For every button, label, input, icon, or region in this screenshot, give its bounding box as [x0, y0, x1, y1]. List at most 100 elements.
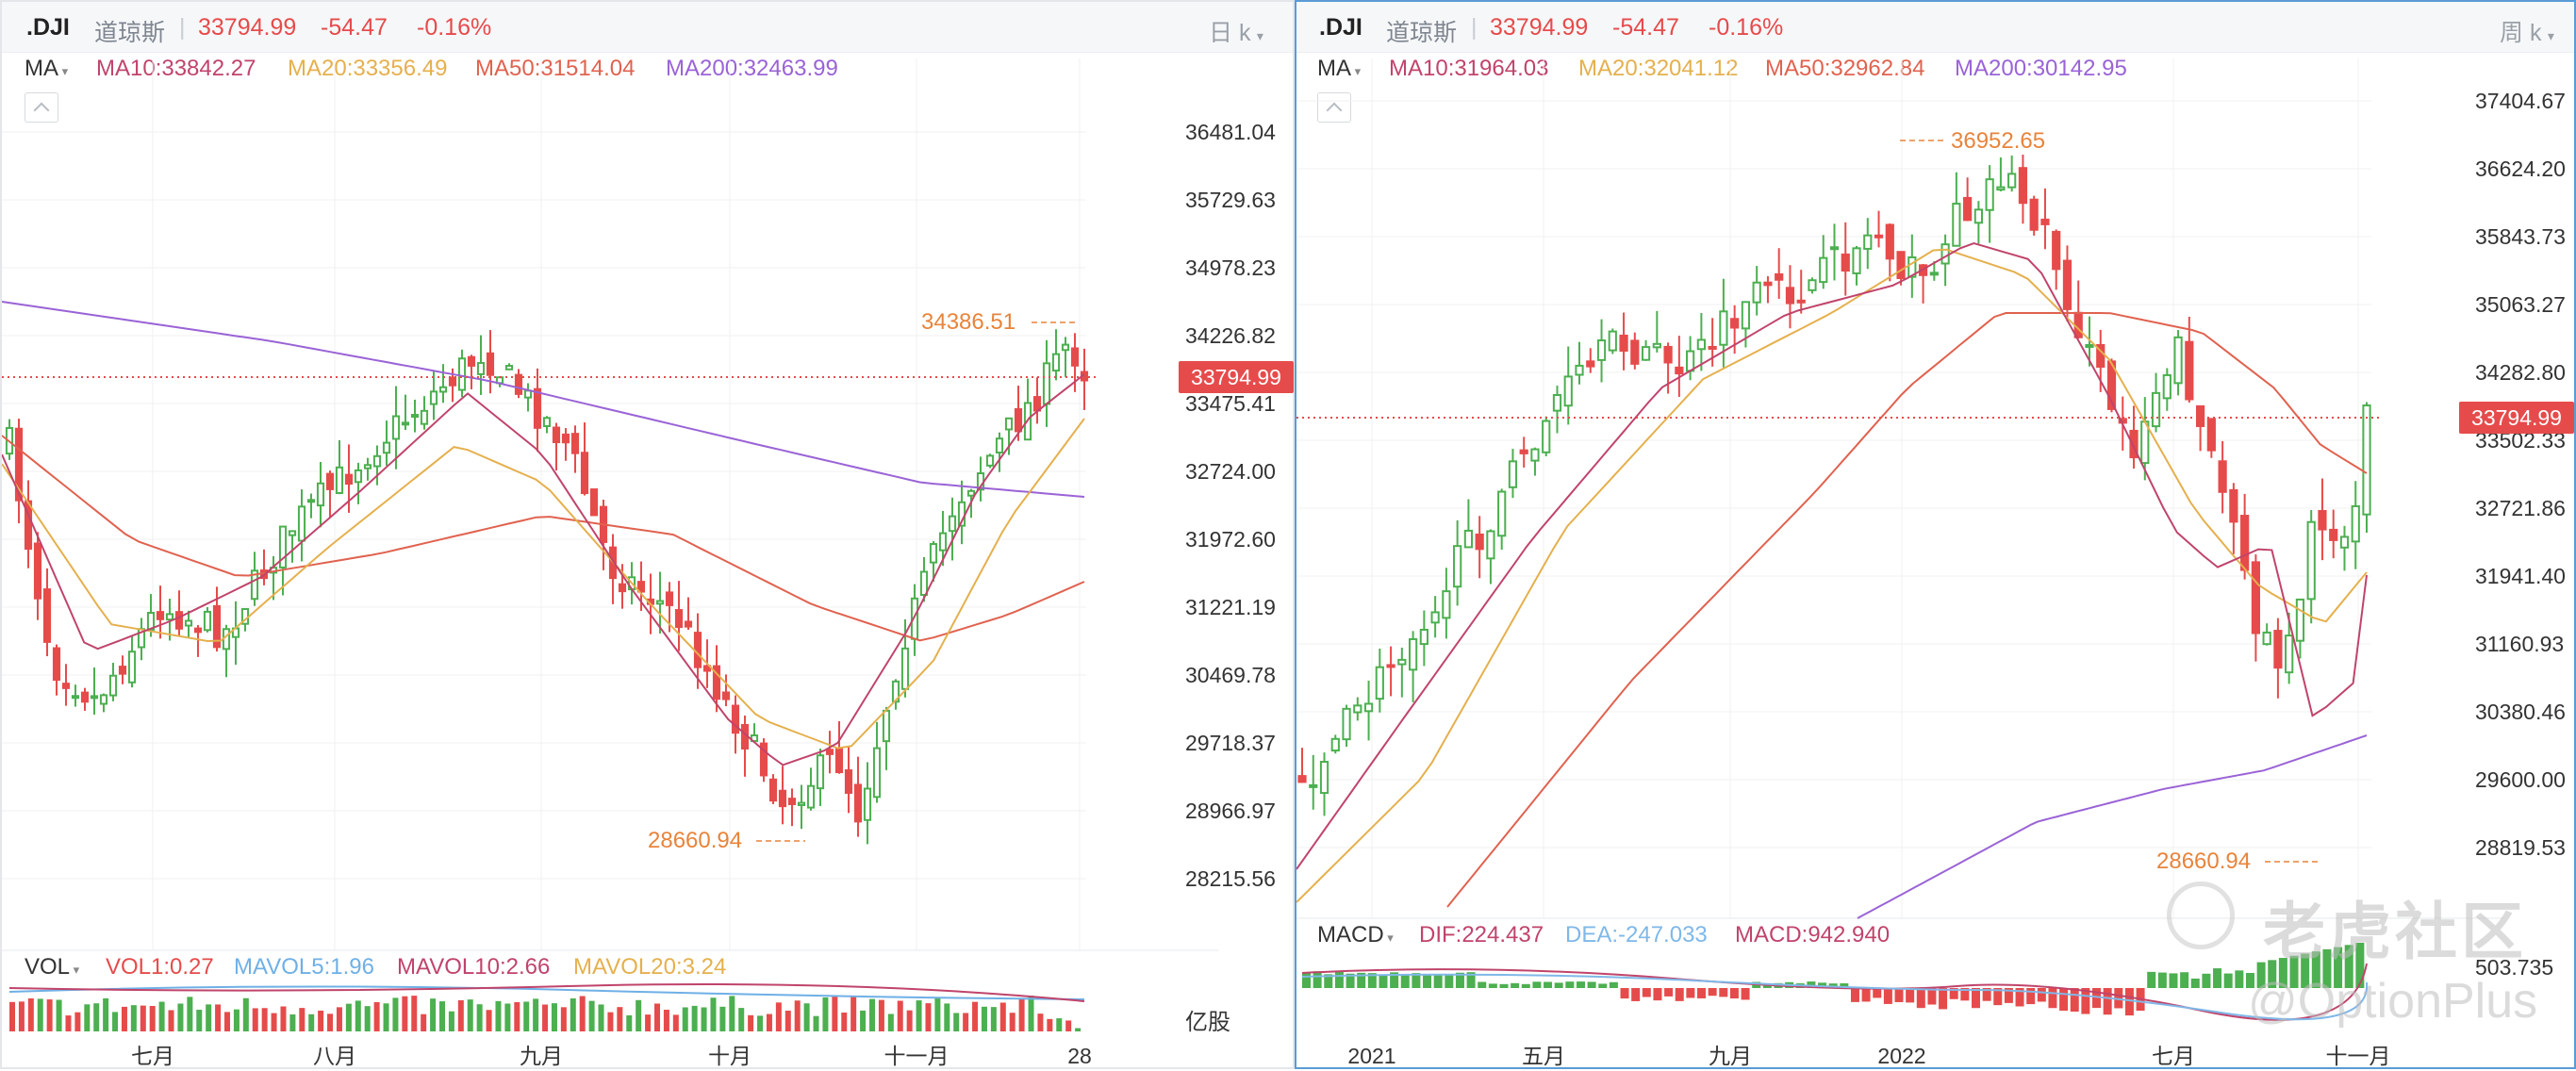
candle	[1652, 342, 1661, 349]
volume-bar	[121, 1006, 127, 1031]
candle	[2073, 311, 2083, 338]
candle	[42, 588, 52, 643]
candle	[570, 433, 580, 454]
candle	[2062, 259, 2072, 310]
symbol: .DJI	[26, 14, 70, 41]
symbol: .DJI	[1319, 14, 1362, 41]
ma-selector[interactable]: MA ▾	[1317, 56, 1361, 82]
ma-selector[interactable]: MA ▾	[25, 56, 68, 82]
candle	[1963, 196, 1973, 222]
volume-bar	[495, 1000, 502, 1031]
volume-bar	[37, 998, 43, 1031]
volume-bar	[972, 1001, 979, 1031]
ma10-value: MA10:33842.27	[96, 56, 256, 81]
y-tick-label: 29600.00	[2475, 767, 2566, 792]
candle	[203, 610, 212, 632]
candle	[382, 441, 391, 454]
macd-histogram-bar	[1587, 981, 1596, 988]
y-tick-label: 34978.23	[1185, 255, 1276, 280]
candle	[853, 783, 863, 823]
candle	[1575, 364, 1584, 376]
candle	[212, 604, 222, 649]
macd-histogram-bar	[2190, 978, 2200, 988]
y-tick-label: 35843.73	[2475, 224, 2566, 249]
candle	[1985, 178, 1994, 211]
daily-chart-panel[interactable]: .DJI 道琼斯 | 33794.99 -54.47 -0.16% 日 k ▾ …	[0, 0, 1295, 1069]
volume-bar	[906, 1010, 913, 1031]
macd-histogram-bar	[1367, 973, 1377, 988]
macd-histogram-bar	[2157, 972, 2167, 988]
candle	[2251, 561, 2261, 634]
macd-histogram-bar	[2289, 955, 2299, 988]
collapse-button[interactable]	[1317, 92, 1351, 123]
candle	[2285, 634, 2294, 674]
macd-histogram-bar	[1861, 988, 1871, 1002]
volume-bar	[308, 1013, 315, 1031]
last-price: 33794.99	[198, 14, 297, 41]
macd-histogram-bar	[2213, 968, 2222, 988]
candle	[2106, 360, 2117, 410]
y-tick-label: 32724.00	[1185, 459, 1276, 484]
candle	[288, 530, 297, 536]
period-selector[interactable]: 日 k ▾	[1209, 14, 1263, 48]
candle	[523, 389, 533, 399]
chevron-down-icon: ▾	[70, 963, 80, 977]
dif-line	[1301, 963, 2368, 1021]
candle	[636, 581, 646, 593]
collapse-button[interactable]	[25, 92, 58, 123]
macd-histogram-bar	[2114, 988, 2123, 1009]
period-selector[interactable]: 周 k ▾	[2500, 14, 2554, 48]
macd-value: MACD:942.940	[1735, 922, 1891, 947]
macd-histogram-bar	[1609, 981, 1618, 988]
watermark-brand: 老虎社区	[2263, 897, 2527, 966]
candle	[1051, 353, 1061, 372]
volume-bar	[729, 996, 735, 1031]
volume-bar	[383, 1003, 389, 1031]
volume-bar	[925, 1003, 932, 1031]
volume-bar	[364, 1006, 371, 1031]
period-high-label: 36952.65	[1951, 128, 2045, 154]
candle	[1330, 737, 1340, 752]
candle	[731, 704, 740, 734]
macd-histogram-bar	[1499, 983, 1509, 988]
volume-bar	[607, 1012, 614, 1031]
candle	[2273, 630, 2283, 669]
candle	[306, 499, 316, 503]
volume-bar	[327, 1013, 334, 1031]
price-tag: 33794.99	[2459, 402, 2574, 434]
macd-selector[interactable]: MACD ▾	[1317, 922, 1394, 948]
volume-bar	[215, 1004, 222, 1031]
candle	[1763, 281, 1773, 287]
volume-bar	[168, 1010, 174, 1031]
daily-candlestick-chart[interactable]: 36481.04 35729.63 34978.23 34226.82 33475.41…	[2, 2, 1293, 1071]
volume-bar	[514, 1002, 520, 1031]
macd-histogram-bar	[1521, 983, 1530, 988]
candle	[1885, 223, 1894, 260]
volume-bar	[672, 1014, 679, 1031]
candle	[844, 769, 853, 794]
y-tick-label: 36481.04	[1185, 120, 1276, 144]
candle	[1353, 704, 1362, 714]
candle	[1309, 783, 1318, 788]
candle	[891, 680, 900, 703]
y-tick-label: 30380.46	[2475, 700, 2566, 724]
macd-histogram-bar	[1939, 988, 1948, 1010]
candle	[542, 417, 552, 428]
candle	[1297, 775, 1307, 783]
candle	[1675, 366, 1684, 375]
index-name: 道琼斯	[94, 20, 166, 46]
candle	[1940, 243, 1950, 265]
macd-histogram-bar	[1664, 988, 1674, 997]
volume-bar	[130, 1005, 137, 1031]
ma10-line	[2, 373, 1085, 766]
candle	[1397, 658, 1407, 666]
vol-selector[interactable]: VOL ▾	[25, 954, 79, 980]
volume-bar	[645, 1014, 652, 1031]
weekly-candlestick-chart[interactable]: 37404.67 36624.20 35843.73 35063.27 34282.80…	[1296, 2, 2574, 1071]
macd-histogram-bar	[2092, 988, 2102, 1009]
ma50-value: MA50:31514.04	[475, 56, 636, 81]
period-low-label: 28660.94	[648, 828, 742, 853]
weekly-chart-panel[interactable]: .DJI 道琼斯 | 33794.99 -54.47 -0.16% 周 k ▾ …	[1295, 0, 2576, 1069]
volume-bar	[860, 1010, 867, 1031]
y-tick-label: 31941.40	[2475, 564, 2566, 588]
